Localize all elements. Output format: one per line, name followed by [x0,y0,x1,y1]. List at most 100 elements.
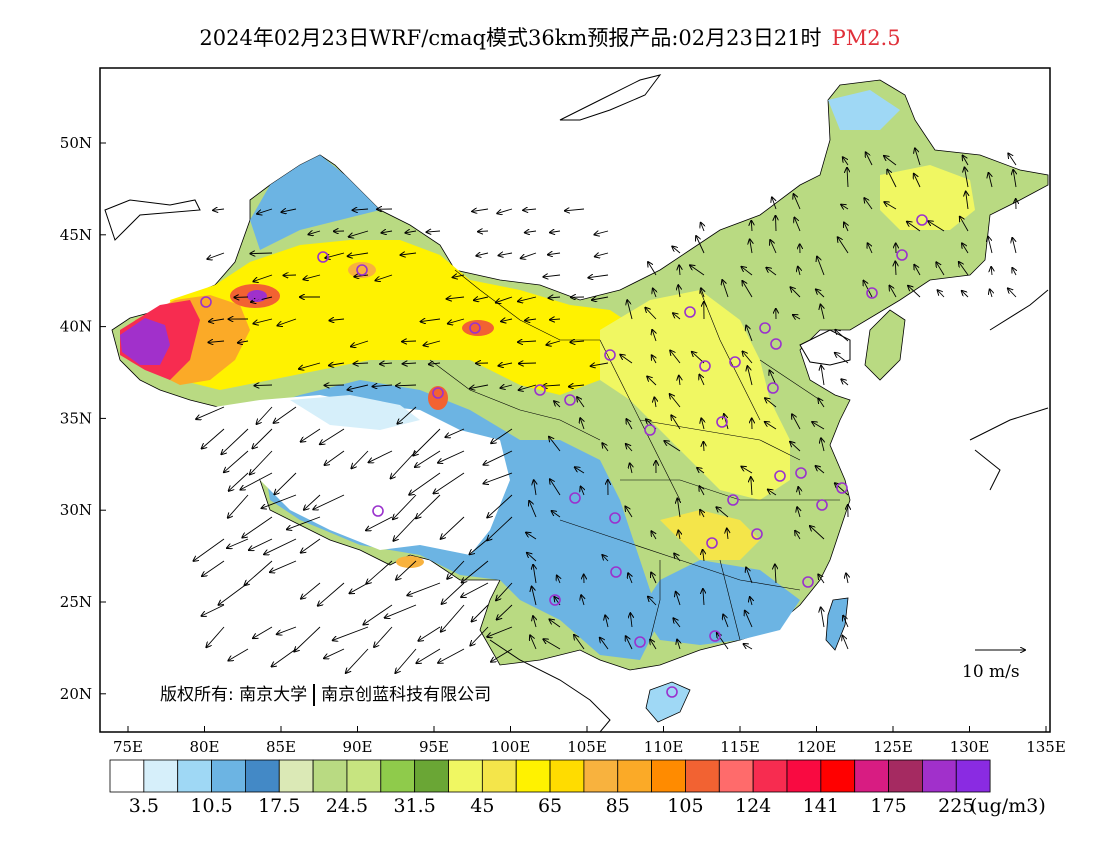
wind-arrow [602,443,609,452]
wind-arrow [550,319,561,320]
wind-arrow [353,209,369,210]
colorbar-swatch [888,759,923,793]
lon-label: 110E [644,738,684,756]
wind-arrow [678,531,680,540]
wind-arrow [626,419,633,430]
wind-arrow [219,582,249,605]
wind-arrow [401,253,417,255]
wind-arrow [890,286,897,298]
wind-arrow [403,363,417,364]
wind-arrow [959,262,969,276]
wind-arrow [620,355,633,364]
wind-arrow [462,560,489,583]
wind-arrow [207,252,225,259]
wind-arrow [484,472,513,484]
wind-arrow [703,589,704,606]
colorbar-swatch [177,759,212,793]
lon-label: 105E [567,738,607,756]
ne-yellow [880,165,975,230]
wind-arrow [527,553,537,562]
wind-arrow [487,516,513,540]
copyright-prefix: 版权所有: [160,685,234,705]
coast-southeast-asia [489,639,611,732]
wind-arrow [550,479,561,496]
wind-arrow [497,208,513,213]
wind-arrow [602,555,609,562]
wind-arrow [846,573,848,584]
station-marker [549,594,561,606]
station-marker [634,636,646,648]
wind-arrow [990,289,992,298]
lat-label: 25N [60,593,92,611]
wind-arrow [907,222,921,232]
wind-arrow [320,428,345,444]
wind-arrow [810,526,825,540]
wind-arrow [565,209,585,211]
wind-arrow [526,533,537,540]
colorbar-label: 45 [470,795,495,817]
wind-arrow [744,644,753,650]
wind-arrow [549,437,561,452]
wind-arrow [703,550,704,562]
station-marker [356,264,368,276]
wind-arrow [575,467,585,474]
wind-arrow [472,604,489,622]
wind-arrow [962,243,969,254]
wind-arrow [529,501,537,518]
station-marker [759,322,771,334]
station-marker [564,394,576,406]
wind-arrow [884,202,897,210]
wind-arrow [841,379,849,386]
colorbar-swatch [244,759,280,793]
station-marker [896,249,908,261]
lon-label: 130E [950,738,990,756]
wind-arrow [497,604,513,620]
wind-arrow [301,538,321,553]
wind-arrow [253,274,273,281]
wind-arrow [442,582,465,604]
station-markers [200,214,928,698]
colorbar-swatch [685,759,720,793]
wind-arrow [914,174,921,188]
wind-arrow [696,236,705,254]
wind-arrow [429,363,441,364]
wind-arrow [548,253,561,255]
wind-arrow [272,648,297,667]
wind-arrow [501,385,513,388]
japan-outline [969,289,1049,491]
title-text: 2024年02月23日WRF/cmaq模式36km预报产品:02月23日21时 [199,26,822,50]
wind-arrow [543,385,561,386]
hotspot-jiuquan [462,320,494,336]
wind-arrow [672,247,681,254]
wind-arrow [393,516,417,541]
lon-label: 115E [720,738,760,756]
wind-arrow [525,231,537,233]
axis-labels: 75E 80E 85E 90E 95E 100E 105E 110E 115E 120E 125E 1… [60,134,1066,756]
wind-arrow [227,538,249,548]
tibet-light [290,395,420,430]
wind-arrow [447,297,465,299]
wind-arrow [385,604,417,618]
station-marker [534,384,546,396]
lon-label: 85E [266,738,296,756]
wind-arrow [798,267,800,276]
wind-arrow [250,253,273,254]
plume-light-yellow [600,290,790,500]
wind-arrow [274,406,297,423]
wind-arrow [329,363,345,366]
colorbar-swatch [955,759,991,793]
wind-arrow [445,428,465,437]
wind-arrow [441,516,465,539]
colorbar-swatch [820,759,856,793]
wind-arrow [750,239,752,254]
wind-arrow [418,626,441,641]
wind-arrow [447,560,465,579]
wind-arrow [438,648,465,663]
colorbar-swatch [312,759,348,793]
wind-arrow [928,221,945,232]
wind-arrow [1013,170,1016,188]
colorbar-unit: (ug/m3) [970,795,1046,817]
wind-arrow [474,297,489,300]
colorbar-swatch [922,759,957,793]
wind-arrow [438,450,465,463]
